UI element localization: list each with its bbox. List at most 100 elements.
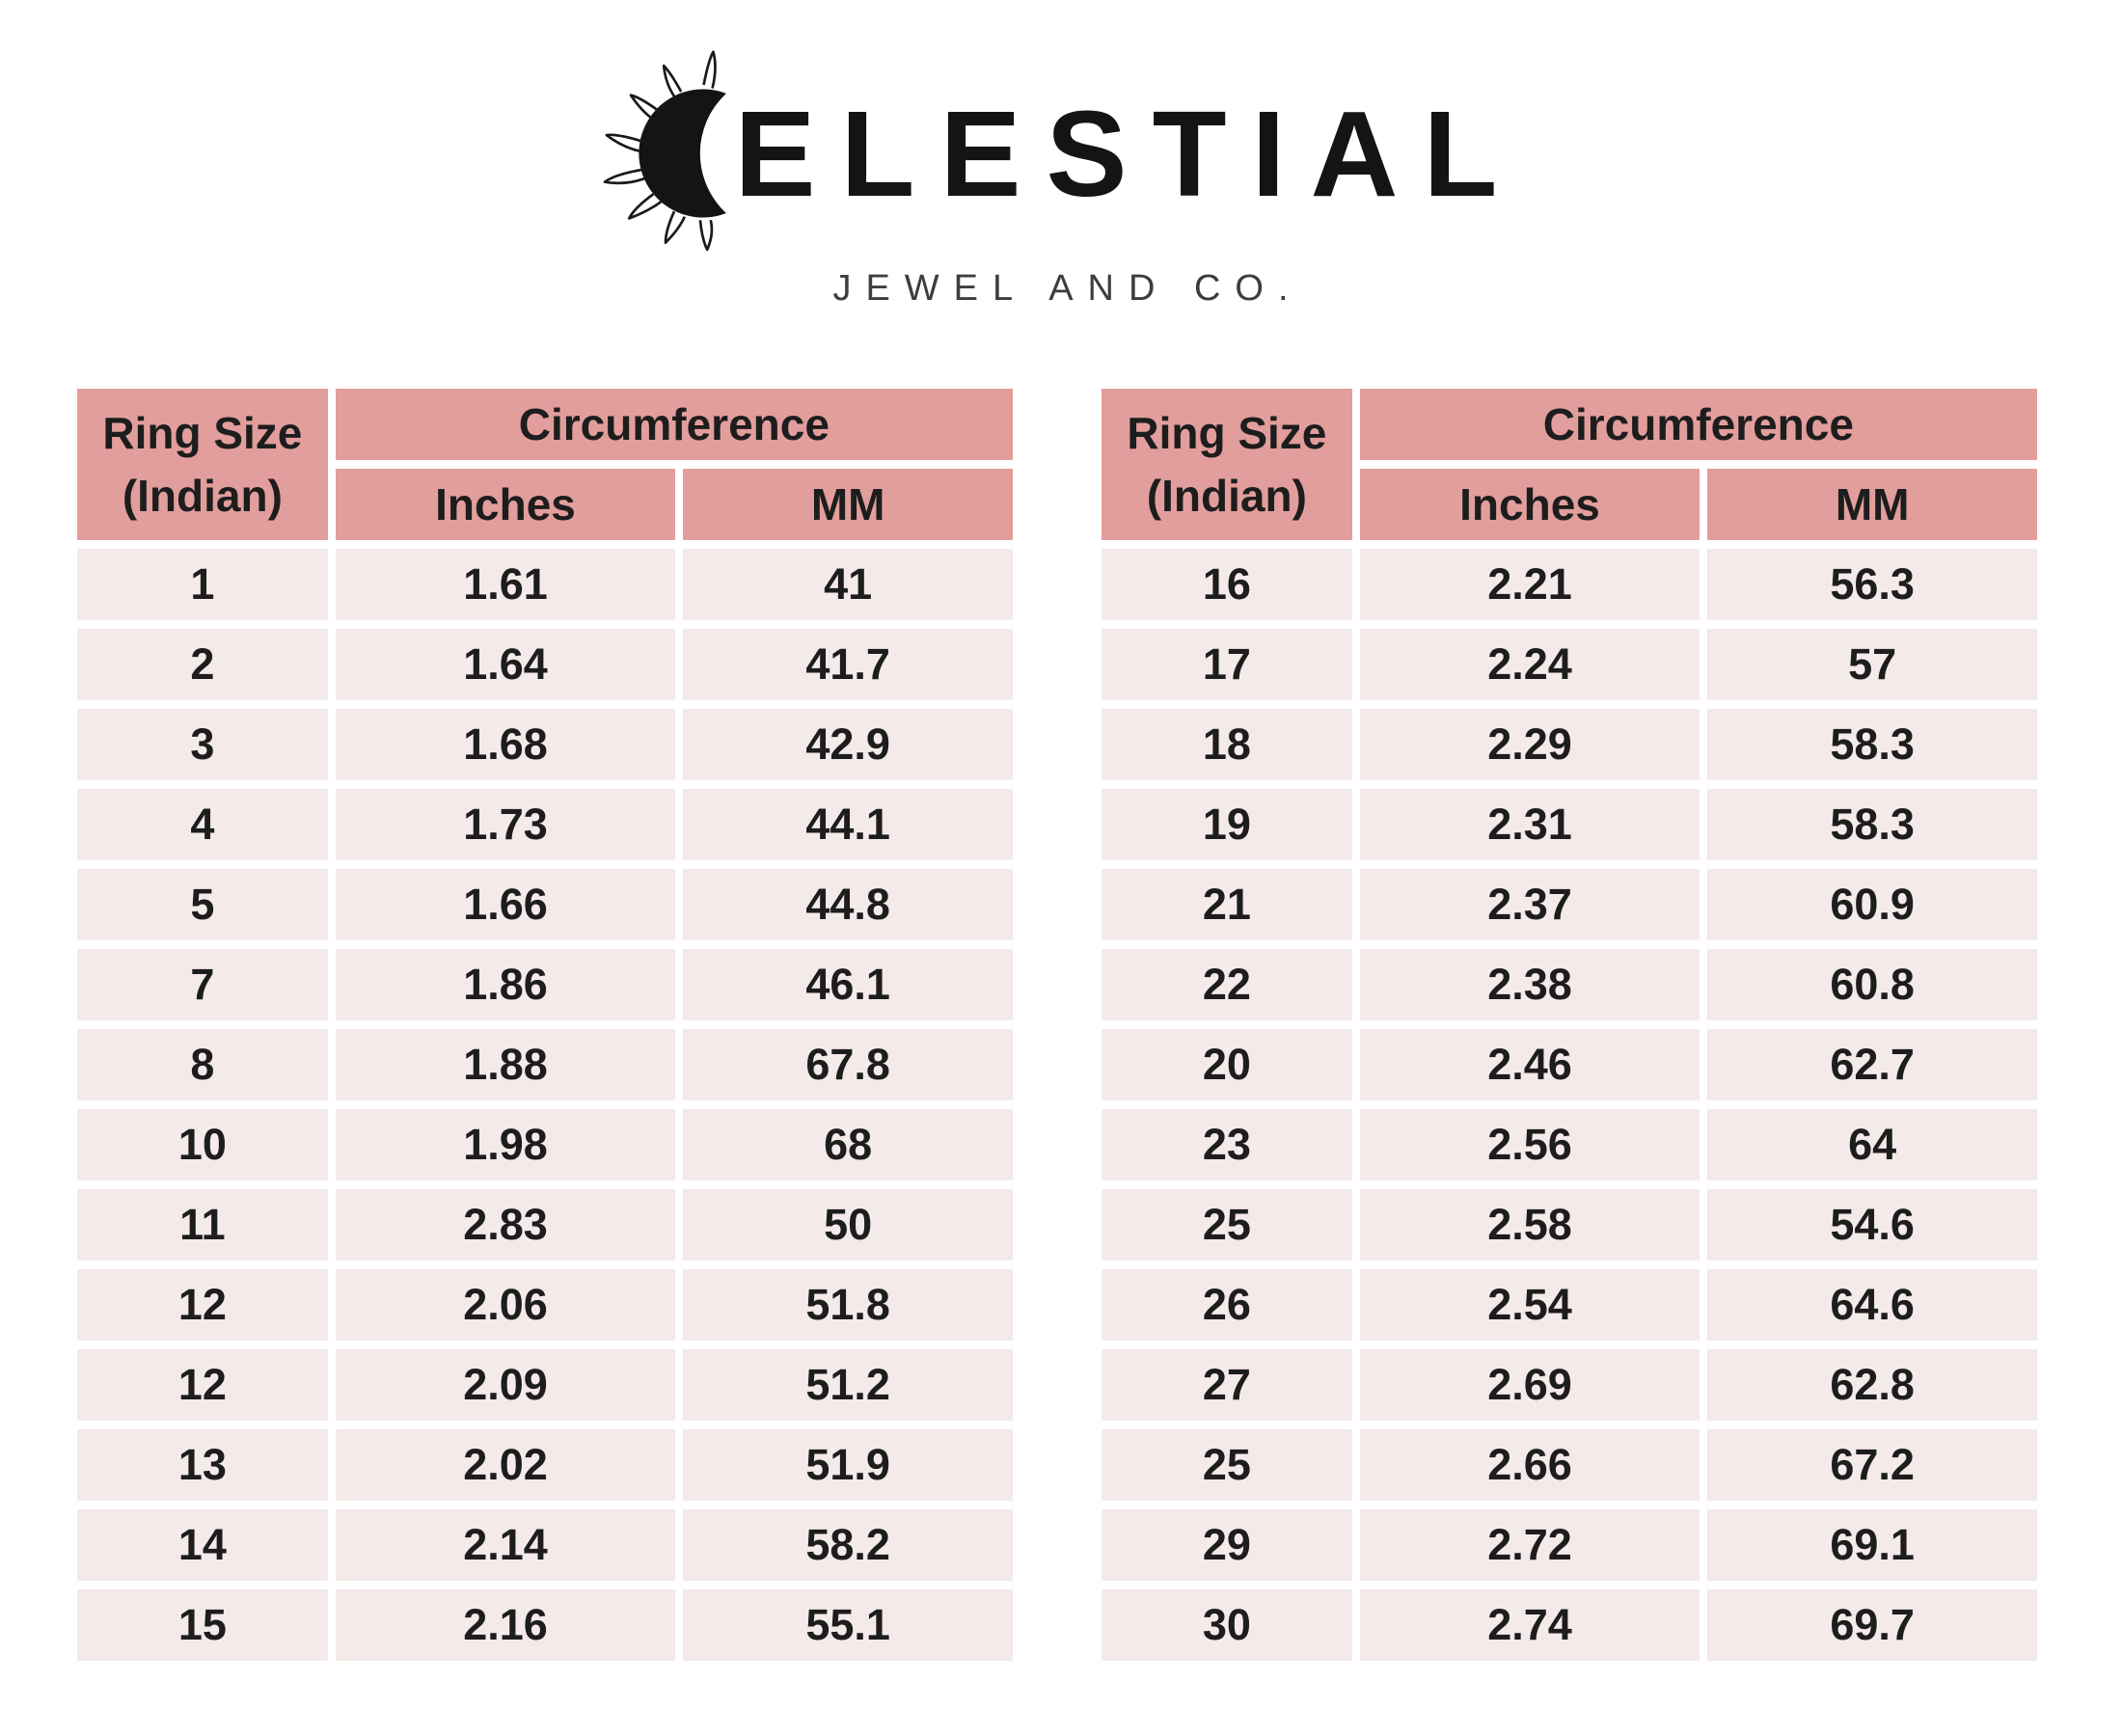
mm-cell: 58.3	[1707, 789, 2037, 860]
inches-cell: 2.58	[1359, 1189, 1700, 1261]
ring-size-cell: 12	[77, 1269, 328, 1341]
mm-cell: 51.2	[683, 1349, 1013, 1421]
mm-cell: 68	[683, 1109, 1013, 1180]
ring-size-cell: 18	[1102, 709, 1352, 780]
inches-header: Inches	[1359, 469, 1700, 540]
inches-cell: 2.72	[1359, 1509, 1700, 1581]
inches-cell: 2.24	[1359, 629, 1700, 700]
mm-header: MM	[1707, 469, 2037, 540]
inches-cell: 2.31	[1359, 789, 1700, 860]
inches-cell: 1.88	[335, 1029, 676, 1100]
circumference-header: Circumference	[335, 389, 1013, 460]
sun-crescent-icon	[599, 50, 732, 257]
ring-size-cell: 27	[1102, 1349, 1352, 1421]
mm-cell: 64	[1707, 1109, 2037, 1180]
ring-size-header: Ring Size (Indian)	[77, 389, 328, 540]
inches-cell: 2.54	[1359, 1269, 1700, 1341]
inches-cell: 2.16	[335, 1589, 676, 1661]
inches-cell: 2.74	[1359, 1589, 1700, 1661]
inches-cell: 1.64	[335, 629, 676, 700]
ring-size-cell: 23	[1102, 1109, 1352, 1180]
mm-cell: 51.8	[683, 1269, 1013, 1341]
mm-cell: 50	[683, 1189, 1013, 1261]
ring-size-cell: 14	[77, 1509, 328, 1581]
mm-cell: 58.2	[683, 1509, 1013, 1581]
mm-cell: 69.1	[1707, 1509, 2037, 1581]
inches-cell: 2.09	[335, 1349, 676, 1421]
inches-cell: 1.68	[335, 709, 676, 780]
mm-cell: 69.7	[1707, 1589, 2037, 1661]
mm-cell: 64.6	[1707, 1269, 2037, 1341]
inches-cell: 1.73	[335, 789, 676, 860]
inches-cell: 2.38	[1359, 949, 1700, 1020]
ring-size-cell: 16	[1102, 549, 1352, 620]
ring-size-cell: 11	[77, 1189, 328, 1261]
ring-size-chart-right: Ring Size (Indian) Circumference Inches …	[1102, 389, 2037, 1661]
inches-cell: 2.56	[1359, 1109, 1700, 1180]
inches-cell: 1.98	[335, 1109, 676, 1180]
ring-size-cell: 19	[1102, 789, 1352, 860]
mm-cell: 44.8	[683, 869, 1013, 940]
brand-logo: ELESTIAL JEWEL AND CO.	[0, 50, 2122, 310]
inches-cell: 2.14	[335, 1509, 676, 1581]
brand-wordmark-row: ELESTIAL	[599, 50, 1522, 257]
ring-size-header-line2: (Indian)	[122, 470, 283, 521]
mm-cell: 56.3	[1707, 549, 2037, 620]
inches-cell: 1.66	[335, 869, 676, 940]
ring-size-cell: 1	[77, 549, 328, 620]
ring-size-cell: 29	[1102, 1509, 1352, 1581]
ring-size-header-line1: Ring Size	[1127, 408, 1327, 459]
ring-size-cell: 26	[1102, 1269, 1352, 1341]
ring-size-chart-left: Ring Size (Indian) Circumference Inches …	[77, 389, 1013, 1661]
mm-cell: 55.1	[683, 1589, 1013, 1661]
ring-size-header: Ring Size (Indian)	[1102, 389, 1352, 540]
mm-cell: 67.8	[683, 1029, 1013, 1100]
brand-subtitle: JEWEL AND CO.	[832, 268, 1303, 309]
ring-size-cell: 4	[77, 789, 328, 860]
mm-cell: 58.3	[1707, 709, 2037, 780]
mm-cell: 41.7	[683, 629, 1013, 700]
ring-size-cell: 12	[77, 1349, 328, 1421]
inches-cell: 2.37	[1359, 869, 1700, 940]
ring-size-cell: 8	[77, 1029, 328, 1100]
ring-size-cell: 15	[77, 1589, 328, 1661]
ring-size-cell: 7	[77, 949, 328, 1020]
ring-size-cell: 13	[77, 1429, 328, 1501]
inches-cell: 2.46	[1359, 1029, 1700, 1100]
circumference-header: Circumference	[1359, 389, 2037, 460]
mm-cell: 42.9	[683, 709, 1013, 780]
mm-cell: 57	[1707, 629, 2037, 700]
ring-size-charts: Ring Size (Indian) Circumference Inches …	[77, 389, 2037, 1661]
mm-cell: 46.1	[683, 949, 1013, 1020]
ring-size-cell: 22	[1102, 949, 1352, 1020]
ring-size-cell: 20	[1102, 1029, 1352, 1100]
ring-size-header-line2: (Indian)	[1146, 470, 1307, 521]
inches-cell: 2.69	[1359, 1349, 1700, 1421]
mm-header: MM	[683, 469, 1013, 540]
ring-size-cell: 3	[77, 709, 328, 780]
brand-wordmark: ELESTIAL	[734, 85, 1523, 222]
ring-size-cell: 30	[1102, 1589, 1352, 1661]
ring-size-cell: 5	[77, 869, 328, 940]
ring-size-header-line1: Ring Size	[102, 408, 303, 459]
inches-cell: 2.06	[335, 1269, 676, 1341]
mm-cell: 67.2	[1707, 1429, 2037, 1501]
inches-cell: 2.02	[335, 1429, 676, 1501]
mm-cell: 60.8	[1707, 949, 2037, 1020]
mm-cell: 54.6	[1707, 1189, 2037, 1261]
inches-cell: 2.21	[1359, 549, 1700, 620]
ring-size-cell: 10	[77, 1109, 328, 1180]
mm-cell: 44.1	[683, 789, 1013, 860]
inches-cell: 1.86	[335, 949, 676, 1020]
ring-size-cell: 25	[1102, 1429, 1352, 1501]
ring-size-cell: 25	[1102, 1189, 1352, 1261]
ring-size-cell: 2	[77, 629, 328, 700]
inches-cell: 2.29	[1359, 709, 1700, 780]
mm-cell: 62.8	[1707, 1349, 2037, 1421]
mm-cell: 51.9	[683, 1429, 1013, 1501]
mm-cell: 41	[683, 549, 1013, 620]
ring-size-cell: 21	[1102, 869, 1352, 940]
inches-cell: 2.66	[1359, 1429, 1700, 1501]
ring-size-cell: 17	[1102, 629, 1352, 700]
